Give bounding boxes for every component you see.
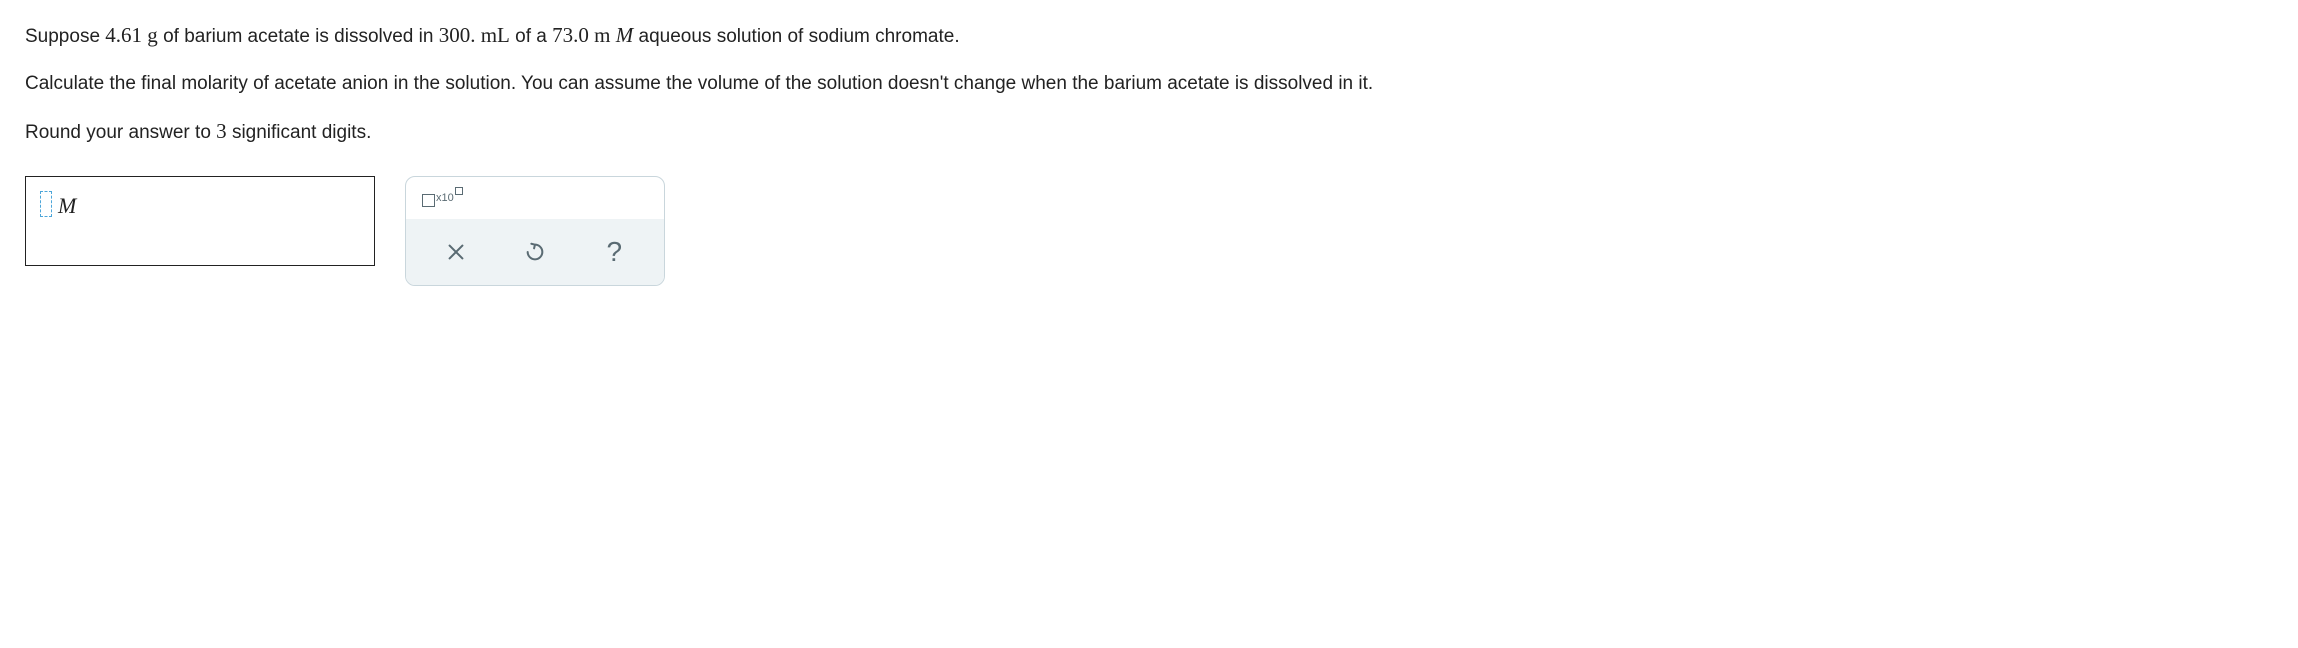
input-cursor bbox=[40, 191, 52, 217]
tool-panel: x10 ? bbox=[405, 176, 665, 287]
question-paragraph-2: Calculate the final molarity of acetate … bbox=[25, 70, 2273, 99]
mantissa-box-icon bbox=[422, 194, 435, 207]
scientific-notation-button[interactable]: x10 bbox=[422, 191, 462, 208]
answer-row: M x10 ? bbox=[25, 176, 2273, 287]
question-mark-icon: ? bbox=[607, 231, 623, 273]
text: of a bbox=[510, 26, 552, 47]
text: Round your answer to bbox=[25, 122, 216, 143]
reset-button[interactable] bbox=[515, 235, 555, 269]
volume-value: 300. mL bbox=[439, 23, 510, 47]
text: significant digits. bbox=[227, 122, 372, 143]
tool-panel-bottom: ? bbox=[406, 219, 664, 285]
tool-panel-top: x10 bbox=[406, 177, 664, 220]
undo-icon bbox=[524, 241, 546, 263]
x-icon bbox=[445, 241, 467, 263]
question-paragraph-1: Suppose 4.61 g of barium acetate is diss… bbox=[25, 20, 2273, 52]
conc-unit: M bbox=[610, 23, 633, 47]
x10-label: x10 bbox=[436, 190, 454, 207]
help-button[interactable]: ? bbox=[594, 235, 634, 269]
answer-unit: M bbox=[58, 189, 76, 222]
answer-input-box[interactable]: M bbox=[25, 176, 375, 266]
text: Suppose bbox=[25, 26, 105, 47]
clear-button[interactable] bbox=[436, 235, 476, 269]
mass-value: 4.61 g bbox=[105, 23, 158, 47]
text: of barium acetate is dissolved in bbox=[158, 26, 439, 47]
exponent-box-icon bbox=[455, 187, 463, 195]
text: aqueous solution of sodium chromate. bbox=[633, 26, 959, 47]
conc-value: 73.0 m bbox=[552, 23, 610, 47]
sigfigs-value: 3 bbox=[216, 119, 227, 143]
question-paragraph-3: Round your answer to 3 significant digit… bbox=[25, 116, 2273, 148]
